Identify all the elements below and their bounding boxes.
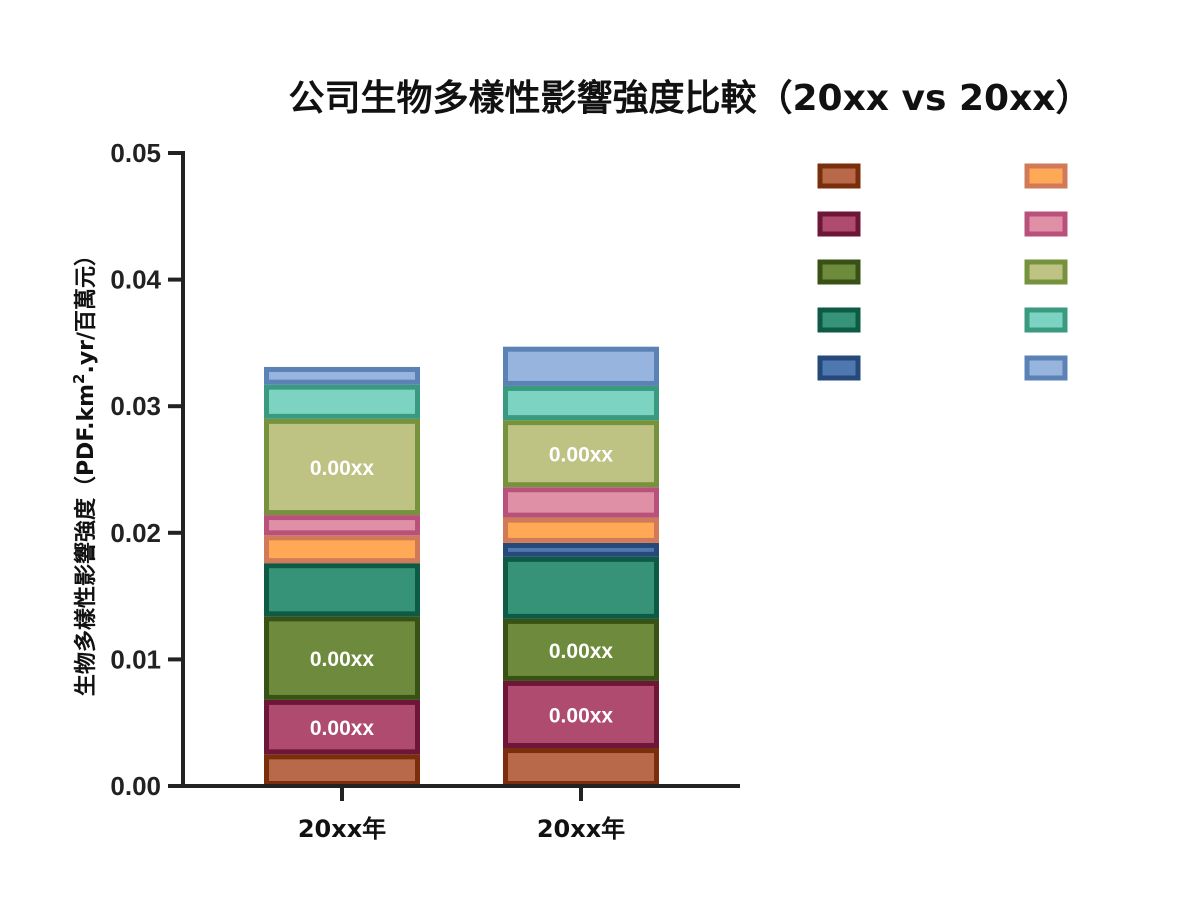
legend-swatch	[817, 355, 861, 381]
y-tick-label: 0.05	[110, 138, 161, 168]
bar-segment	[503, 542, 659, 557]
legend-swatch	[817, 307, 861, 333]
bar-segment	[503, 517, 659, 543]
bar-segment	[264, 616, 420, 700]
bar-segment	[503, 487, 659, 518]
bar-segment	[264, 699, 420, 755]
bar-segment	[503, 346, 659, 386]
legend-swatch	[817, 163, 861, 189]
chart-title: 公司生物多樣性影響強度比較（20xx vs 20xx）	[288, 77, 1091, 119]
bar-data-label: 0.00xx	[549, 640, 614, 663]
y-tick-label: 0.02	[110, 518, 161, 548]
x-category-label: 20xx年	[298, 815, 386, 843]
bar-segment	[264, 563, 420, 617]
legend-swatch	[1024, 307, 1068, 333]
bar-segment	[264, 418, 420, 516]
legend-swatch	[1024, 355, 1068, 381]
bar-data-label: 0.00xx	[549, 444, 614, 467]
bar-segment	[264, 754, 420, 786]
bar-data-label: 0.00xx	[310, 648, 375, 671]
x-category-label: 20xx年	[537, 815, 625, 843]
axes	[168, 151, 740, 788]
bar-segment	[503, 385, 659, 421]
legend-swatch	[1024, 211, 1068, 237]
y-tick-label: 0.01	[110, 644, 161, 674]
bar-segment	[503, 556, 659, 619]
bar-segment	[503, 680, 659, 749]
bar-segment	[264, 384, 420, 419]
y-axis-label-sup: 2	[70, 374, 88, 384]
y-axis-label-main: 生物多樣性影響強度（PDF.km	[73, 384, 99, 696]
y-tick-label: 0.03	[110, 391, 161, 421]
bar-segment	[264, 515, 420, 536]
bar-segment	[264, 535, 420, 564]
bar-data-label: 0.00xx	[310, 457, 375, 480]
legend-swatch	[1024, 163, 1068, 189]
bar-data-label: 0.00xx	[549, 704, 614, 727]
bar-segment	[503, 748, 659, 787]
bar-data-label: 0.00xx	[310, 717, 375, 740]
legend-swatch	[817, 259, 861, 285]
legend-swatch	[817, 211, 861, 237]
y-axis-label-tail: .yr/百萬元）	[74, 244, 99, 374]
y-axis-ticks: 0.00 0.01 0.02 0.03 0.04 0.05	[110, 138, 183, 801]
bar-segment	[503, 618, 659, 681]
bars: 0.00xx 0.00xx 0.00xx 0.00xx 0.00xx 0.00xx	[264, 346, 659, 787]
y-tick-label: 0.00	[110, 771, 161, 801]
legend	[817, 163, 1068, 381]
x-axis-labels: 20xx年 20xx年	[298, 786, 625, 843]
bar-segment	[264, 366, 420, 385]
legend-swatch	[1024, 259, 1068, 285]
bar-segment	[503, 420, 659, 488]
y-tick-label: 0.04	[110, 265, 161, 295]
y-axis-label: 生物多樣性影響強度（PDF.km2.yr/百萬元）	[70, 244, 99, 696]
